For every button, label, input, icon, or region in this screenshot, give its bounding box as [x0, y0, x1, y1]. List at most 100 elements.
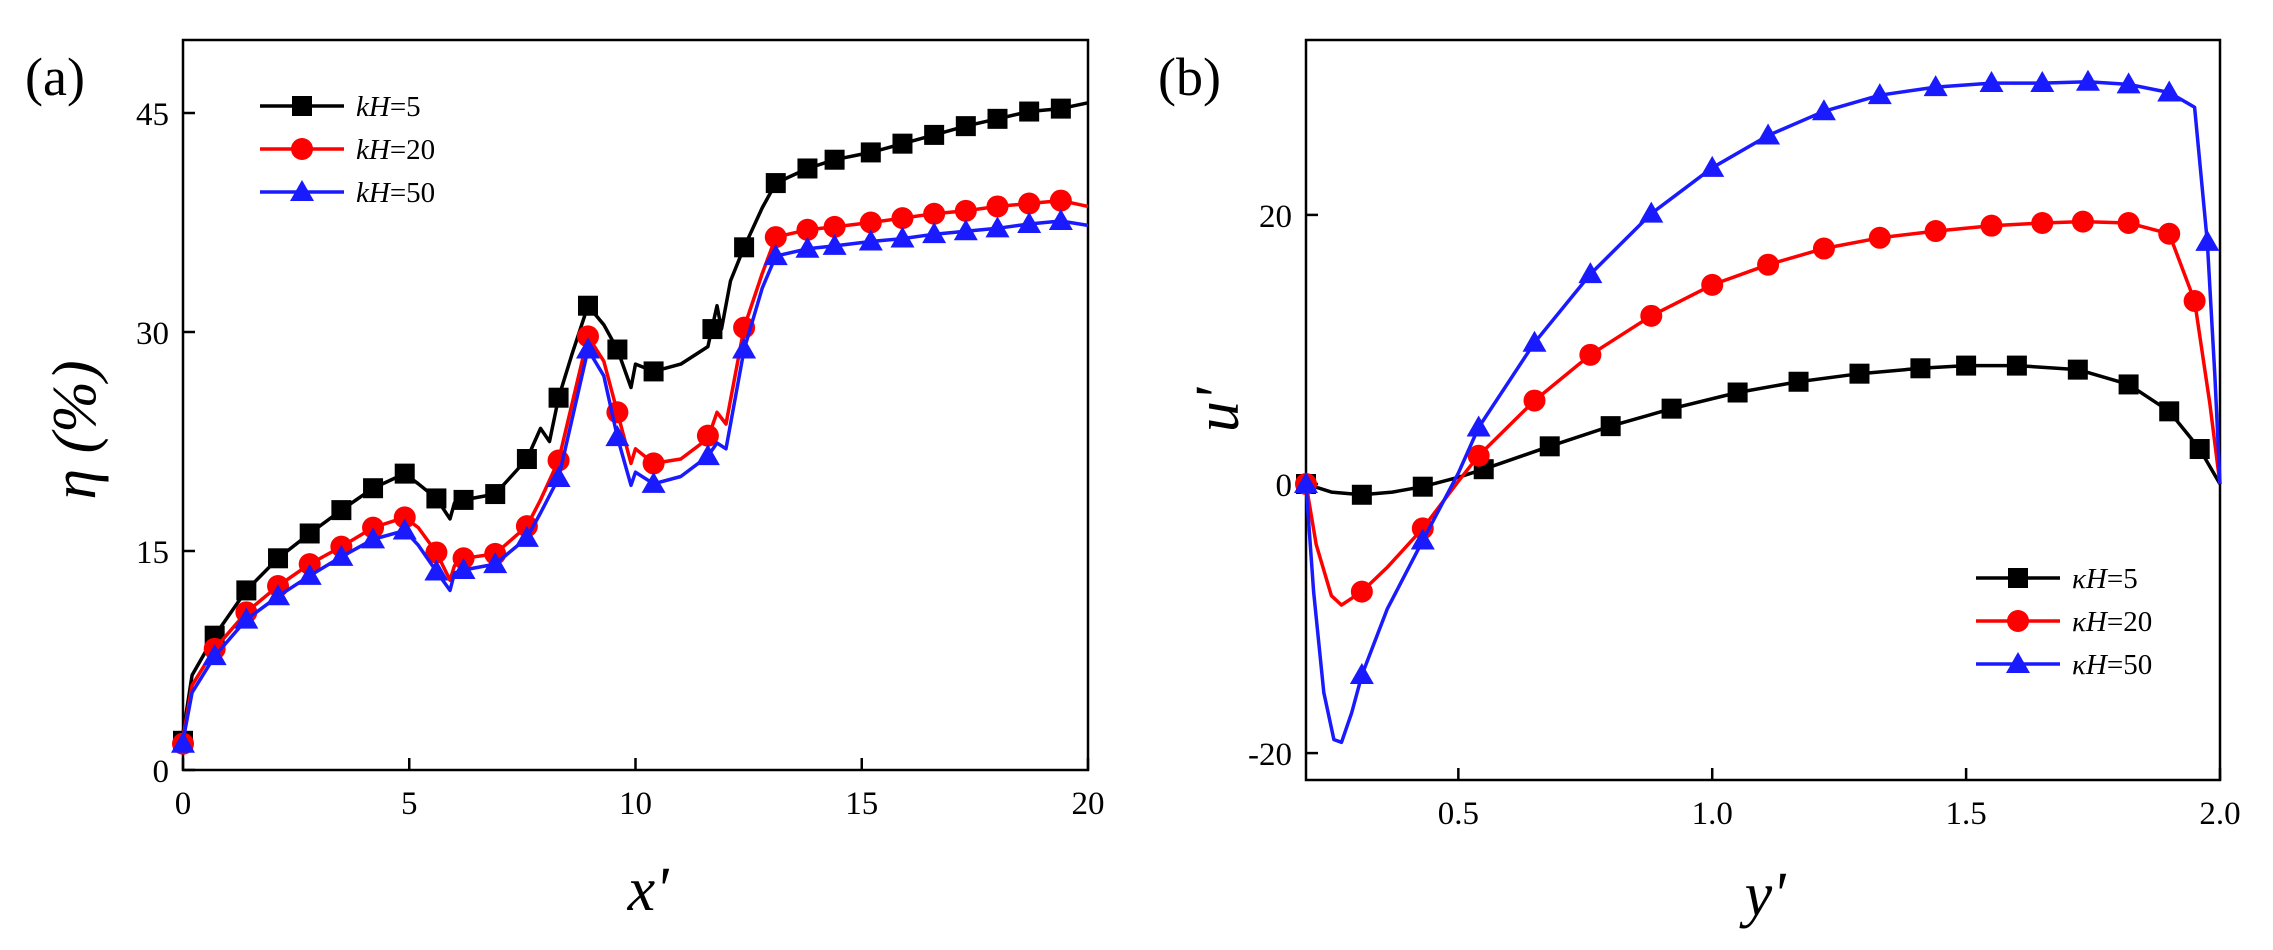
data-point	[607, 339, 628, 360]
data-point	[1639, 201, 1664, 223]
legend-marker	[292, 96, 312, 116]
data-point	[2189, 439, 2210, 460]
data-point	[1640, 304, 1663, 327]
legend-marker	[291, 138, 313, 160]
data-point	[1539, 436, 1560, 457]
data-point	[1700, 155, 1725, 177]
data-point	[797, 158, 818, 179]
data-point	[922, 222, 947, 244]
y-tick-label: 45	[136, 97, 169, 133]
data-point	[732, 337, 757, 359]
data-point	[1756, 123, 1781, 145]
panel-b-ylabel: u'	[1184, 386, 1252, 432]
data-point	[702, 319, 723, 340]
y-tick-label: 30	[136, 316, 169, 352]
data-point	[236, 580, 257, 601]
panel-b-xlabel: y'	[1739, 861, 1788, 929]
panel-b-series	[1294, 69, 2222, 745]
data-point	[642, 452, 665, 475]
x-tick-label: 20	[1072, 786, 1105, 822]
data-point	[2158, 222, 2181, 245]
data-point	[268, 548, 289, 569]
legend-marker	[2008, 568, 2028, 588]
data-point	[734, 237, 755, 258]
data-point	[1017, 211, 1042, 233]
data-point	[765, 173, 786, 194]
data-point	[299, 523, 320, 544]
data-point	[297, 563, 322, 585]
data-point	[955, 116, 976, 137]
data-point	[1350, 580, 1373, 603]
data-point	[453, 489, 474, 510]
panel-a-ylabel: η (%)	[41, 360, 109, 499]
data-point	[2159, 401, 2180, 422]
data-point	[1727, 382, 1748, 403]
data-point	[1523, 389, 1546, 412]
series-line	[1304, 219, 2222, 607]
data-point	[425, 541, 448, 564]
data-point	[266, 584, 291, 606]
x-tick-label: 1.0	[1692, 796, 1733, 832]
data-point	[1757, 253, 1780, 276]
data-point	[1979, 71, 2004, 93]
data-point	[577, 295, 598, 316]
data-point	[1048, 209, 1073, 231]
data-point	[1018, 192, 1041, 215]
data-point	[1812, 237, 1835, 260]
legend-marker	[2007, 610, 2029, 632]
data-point	[2183, 290, 2206, 313]
data-point	[605, 425, 630, 447]
data-point	[2067, 359, 2088, 380]
data-point	[2031, 211, 2054, 234]
data-point	[1600, 416, 1621, 437]
series-line	[1304, 79, 2222, 745]
data-point	[986, 195, 1009, 218]
data-point	[822, 233, 847, 255]
x-tick-label: 0	[175, 786, 192, 822]
data-point	[329, 544, 354, 566]
data-point	[824, 149, 845, 170]
panel-a-xlabel: x'	[627, 856, 671, 924]
data-point	[424, 559, 449, 581]
data-point	[795, 236, 820, 258]
data-point	[695, 444, 720, 466]
y-tick-label: 15	[136, 535, 169, 571]
data-point	[1410, 528, 1435, 550]
data-point	[763, 244, 788, 266]
data-point	[361, 527, 386, 549]
data-point	[451, 557, 476, 579]
panel-b-axes-frame	[1304, 38, 2222, 782]
data-point	[2006, 355, 2027, 376]
panel-b-ticks: 0.5 1.0 1.5 2.0 -20 0 20	[1248, 199, 2241, 832]
series-line	[181, 198, 1089, 739]
data-point	[2116, 72, 2141, 94]
data-point	[764, 226, 787, 249]
panel-a-label: (a)	[25, 47, 85, 107]
data-point	[1924, 220, 1947, 243]
data-point	[1910, 358, 1931, 379]
legend-entry: κH=20	[2072, 606, 2152, 638]
data-point	[1956, 355, 1977, 376]
data-point	[985, 216, 1010, 238]
data-point	[1661, 398, 1682, 419]
data-point	[2030, 71, 2055, 93]
data-point	[234, 607, 259, 629]
data-point	[2195, 229, 2220, 251]
data-point	[2075, 69, 2100, 91]
x-tick-label: 2.0	[2199, 796, 2240, 832]
x-tick-label: 1.5	[1945, 796, 1986, 832]
y-tick-label: 0	[1276, 468, 1293, 504]
data-point	[924, 124, 945, 145]
data-point	[2117, 211, 2140, 234]
data-point	[483, 552, 508, 574]
data-point	[546, 466, 571, 487]
data-point	[890, 226, 915, 248]
data-point	[516, 449, 537, 470]
data-point	[953, 219, 978, 241]
series-line	[181, 219, 1089, 742]
data-point	[987, 108, 1008, 129]
x-tick-label: 15	[845, 786, 878, 822]
data-point	[1466, 415, 1491, 437]
data-point	[892, 133, 913, 154]
